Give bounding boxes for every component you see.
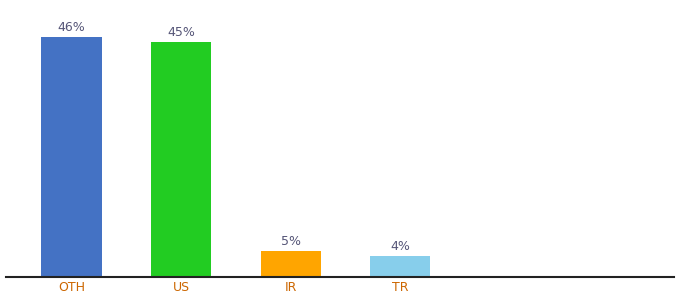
Text: 4%: 4%	[390, 240, 410, 253]
Bar	[260, 250, 321, 277]
Bar	[151, 42, 211, 277]
Text: 46%: 46%	[58, 21, 85, 34]
Bar	[41, 37, 101, 277]
Text: 5%: 5%	[281, 235, 301, 248]
Bar	[370, 256, 430, 277]
Text: 45%: 45%	[167, 26, 195, 39]
